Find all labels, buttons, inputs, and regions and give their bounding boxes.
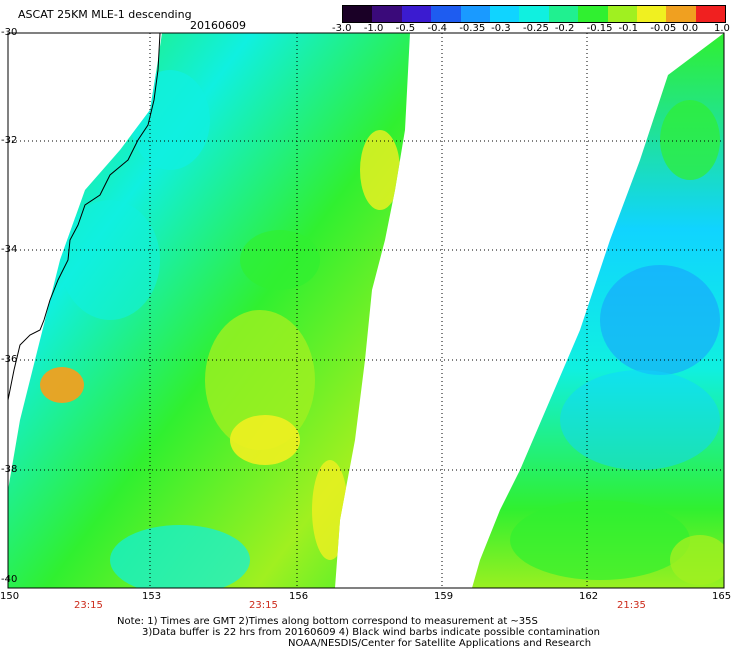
note-line-1: Note: 1) Times are GMT 2)Times along bot… bbox=[117, 616, 538, 627]
latitude-tick-label: -32 bbox=[1, 135, 18, 146]
colorbar-segment bbox=[666, 6, 696, 22]
map-frame bbox=[7, 32, 725, 589]
colorbar-segment bbox=[519, 6, 549, 22]
product-date: 20160609 bbox=[190, 19, 246, 32]
longitude-tick-label: 162 bbox=[579, 591, 599, 602]
right-swath bbox=[472, 33, 724, 588]
colorbar-tick-label: -0.3 bbox=[491, 23, 511, 34]
colorbar-segment bbox=[548, 6, 579, 22]
note-line-3: NOAA/NESDIS/Center for Satellite Applica… bbox=[288, 638, 592, 649]
colorbar-tick-label: -1.0 bbox=[363, 23, 384, 34]
longitude-tick-label: 156 bbox=[289, 591, 309, 602]
longitude-tick-label: 150 bbox=[0, 591, 20, 602]
latitude-tick-label: -30 bbox=[1, 27, 18, 38]
colorbar-tick-label: -0.5 bbox=[395, 23, 416, 34]
colorbar-labels: -3.0 -1.0 -0.5 -0.4 -0.35 -0.3 -0.25 -0.2 -0.15-… bbox=[330, 23, 735, 37]
colorbar-segment bbox=[431, 6, 461, 22]
colorbar-segment bbox=[343, 6, 373, 22]
latitude-tick-label: -38 bbox=[1, 464, 18, 475]
colorbar-segment bbox=[489, 6, 520, 22]
graticule bbox=[8, 33, 724, 588]
pass-time-3: 21:35 bbox=[617, 600, 646, 611]
longitude-tick-label: 153 bbox=[142, 591, 162, 602]
colorbar-tick-label: -3.0 bbox=[332, 23, 352, 34]
colorbar-tick-label: -0.1 bbox=[618, 23, 639, 34]
pass-time-1: 23:15 bbox=[74, 600, 103, 611]
coastline bbox=[7, 32, 161, 420]
pass-time-2: 23:15 bbox=[249, 600, 278, 611]
colorbar-segment bbox=[578, 6, 608, 22]
left-swath bbox=[8, 33, 410, 588]
latitude-tick-label: -34 bbox=[1, 244, 18, 255]
product-title: ASCAT 25KM MLE-1 descending bbox=[18, 8, 192, 21]
colorbar-tick-label: -0.15 bbox=[586, 23, 613, 34]
longitude-tick-label: 159 bbox=[434, 591, 454, 602]
colorbar-tick-label: 1.0 bbox=[714, 23, 730, 34]
colorbar bbox=[342, 5, 726, 23]
colorbar-segment bbox=[460, 6, 490, 22]
colorbar-tick-label: -0.25 bbox=[523, 23, 549, 34]
colorbar-tick-label: -0.35 bbox=[459, 23, 486, 34]
colorbar-segment bbox=[636, 6, 667, 22]
colorbar-segment bbox=[695, 6, 726, 22]
longitude-tick-label: 165 bbox=[712, 591, 732, 602]
colorbar-segment bbox=[607, 6, 637, 22]
colorbar-tick-label: -0.4 bbox=[427, 23, 448, 34]
note-line-2: 3)Data buffer is 22 hrs from 20160609 4)… bbox=[142, 627, 600, 638]
colorbar-tick-label: -0.2 bbox=[554, 23, 575, 34]
colorbar-segment bbox=[401, 6, 432, 22]
latitude-tick-label: -36 bbox=[1, 354, 18, 365]
latitude-tick-label: -40 bbox=[1, 574, 18, 585]
colorbar-tick-label: 0.0 bbox=[682, 23, 699, 34]
colorbar-tick-label: -0.05 bbox=[650, 23, 677, 34]
colorbar-segment bbox=[372, 6, 402, 22]
